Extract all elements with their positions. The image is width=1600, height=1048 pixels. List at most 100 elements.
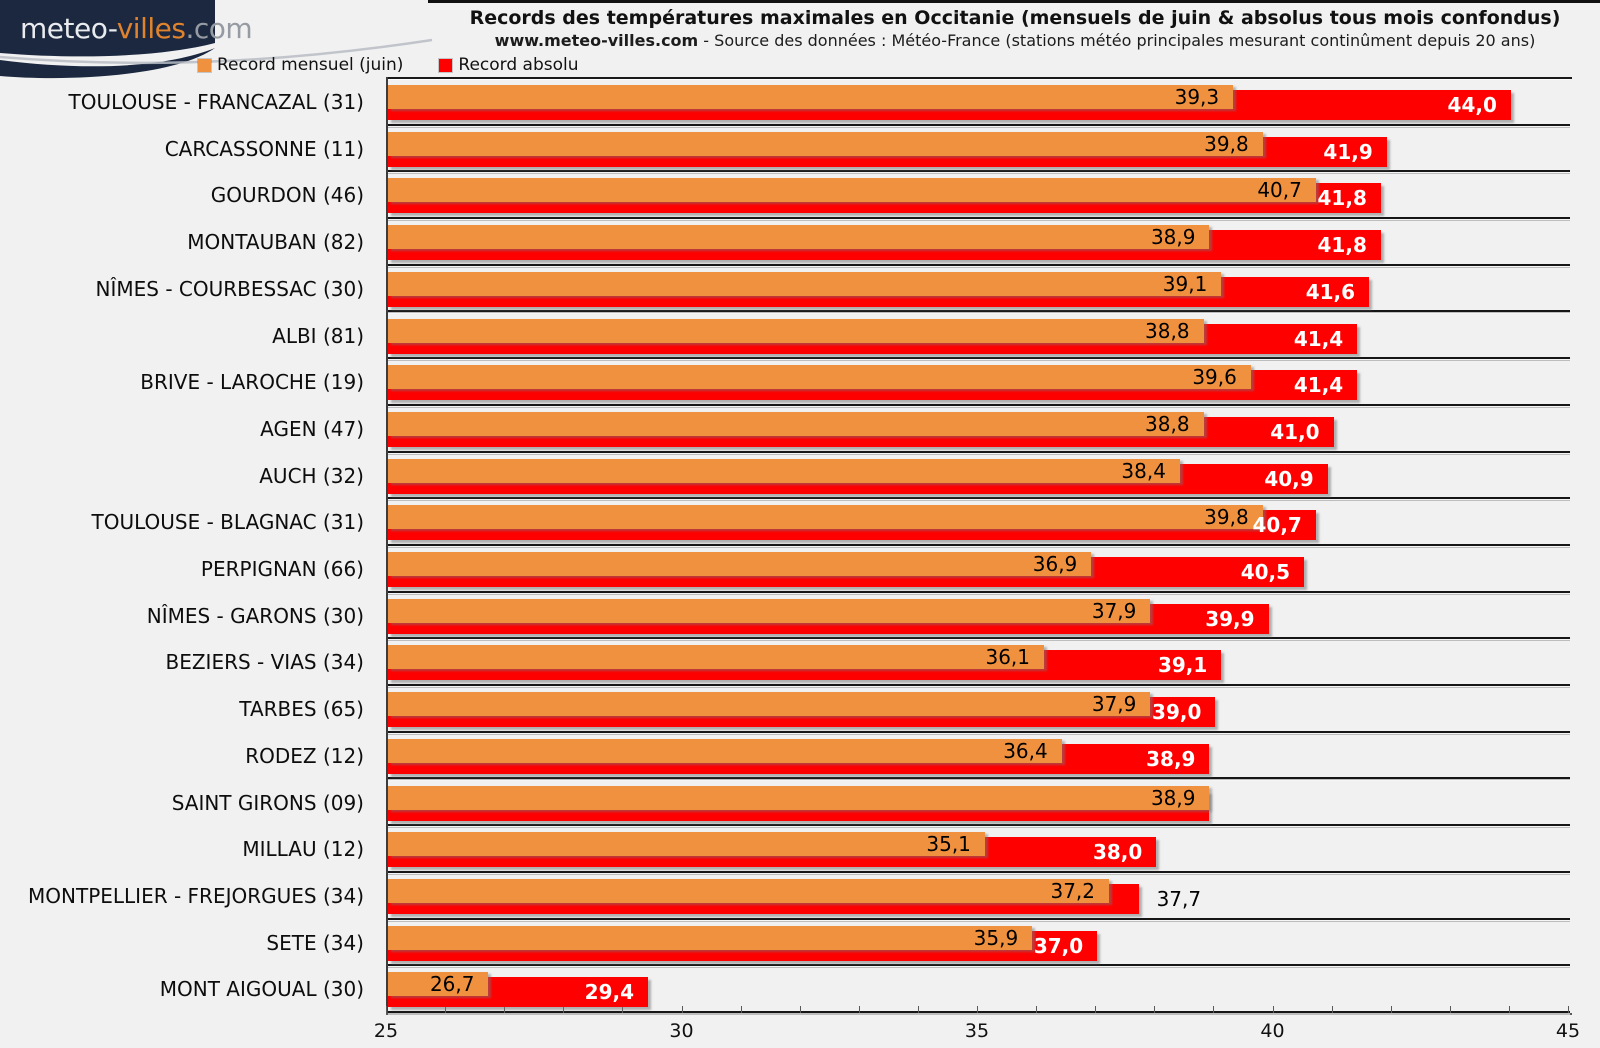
x-axis-tick-label: 25 xyxy=(373,1020,399,1042)
legend-label-record-absolu: Record absolu xyxy=(458,55,579,75)
logo-part1: meteo- xyxy=(20,12,117,45)
chart-row: 39,8 40,7 xyxy=(388,499,1570,546)
chart-row: 36,9 40,5 xyxy=(388,546,1570,593)
chart-row: 36,4 38,9 xyxy=(388,732,1570,780)
value-label-juin: 38,8 xyxy=(1145,318,1190,343)
value-label-juin: 39,8 xyxy=(1204,131,1249,156)
bar-record-mensuel-juin xyxy=(388,692,1151,717)
legend: Record mensuel (juin) Record absolu xyxy=(197,54,605,76)
chart-subtitle: www.meteo-villes.com - Source des donnée… xyxy=(440,31,1590,51)
bar-record-mensuel-juin xyxy=(388,85,1234,109)
value-label-juin: 38,4 xyxy=(1121,458,1166,483)
category-label: SETE (34) xyxy=(266,930,364,955)
category-label: TOULOUSE - BLAGNAC (31) xyxy=(91,510,365,535)
chart-row: 37,9 39,9 xyxy=(388,592,1570,640)
chart-row: 39,3 44,0 xyxy=(388,79,1570,126)
x-axis-tick-label: 35 xyxy=(964,1020,990,1042)
x-axis-tick xyxy=(858,1006,860,1013)
category-label: NÎMES - COURBESSAC (30) xyxy=(95,276,364,301)
value-label-juin: 26,7 xyxy=(429,972,475,997)
x-axis-tick-label: 45 xyxy=(1555,1020,1581,1042)
bar-record-mensuel-juin xyxy=(388,411,1204,436)
x-axis-tick xyxy=(504,1006,506,1013)
chart-row: 39,8 41,9 xyxy=(388,125,1570,173)
chart-row: 35,1 38,0 xyxy=(388,826,1570,873)
category-label: PERPIGNAN (66) xyxy=(200,557,364,581)
value-label-juin: 37,9 xyxy=(1091,598,1137,623)
category-label: TOULOUSE - FRANCAZAL (31) xyxy=(68,90,365,114)
value-label-juin: 39,1 xyxy=(1162,271,1208,296)
bar-record-mensuel-juin xyxy=(388,878,1110,903)
x-axis-tick xyxy=(445,1006,447,1013)
category-label: SAINT GIRONS (09) xyxy=(171,790,364,815)
x-axis-tick xyxy=(917,1006,919,1013)
bar-record-mensuel-juin xyxy=(388,925,1033,950)
x-axis-tick xyxy=(681,1006,683,1013)
bar-record-mensuel-juin xyxy=(388,738,1062,763)
x-axis-tick xyxy=(622,1006,624,1013)
chart-header: Records des températures maximales en Oc… xyxy=(440,6,1590,51)
x-axis-tick xyxy=(1449,1006,1451,1013)
subtitle-source: - Source des données : Météo-France (sta… xyxy=(698,31,1536,50)
bar-record-mensuel-juin xyxy=(388,598,1151,623)
value-label-absolu: 41,8 xyxy=(1317,233,1367,258)
value-label-absolu: 41,0 xyxy=(1270,419,1320,444)
bar-record-mensuel-juin xyxy=(388,505,1263,530)
logo-part3: .com xyxy=(185,12,252,45)
x-axis-tick xyxy=(386,1006,387,1013)
bar-record-mensuel-juin xyxy=(388,271,1222,296)
category-label: GOURDON (46) xyxy=(210,183,364,208)
chart-row: 39,1 41,6 xyxy=(388,265,1570,313)
x-axis-tick xyxy=(1036,1006,1038,1013)
chart-row: 38,4 40,9 xyxy=(388,452,1570,500)
x-axis-tick xyxy=(799,1006,801,1013)
category-label: ALBI (81) xyxy=(272,323,364,348)
value-label-juin: 36,9 xyxy=(1032,552,1078,576)
legend-label-record-mensuel: Record mensuel (juin) xyxy=(217,55,404,75)
value-label-absolu: 37,7 xyxy=(1156,886,1202,911)
svg-text:meteo-villes.com: meteo-villes.com xyxy=(20,12,252,45)
value-label-absolu: 40,7 xyxy=(1252,513,1302,538)
plot-top-border xyxy=(386,77,1572,79)
category-label: MONTPELLIER - FREJORGUES (34) xyxy=(28,883,364,908)
chart-row: 38,8 41,4 xyxy=(388,312,1570,360)
value-label-juin: 39,8 xyxy=(1204,505,1249,530)
value-label-absolu: 37,0 xyxy=(1033,933,1084,958)
category-label: MONTAUBAN (82) xyxy=(187,230,364,255)
x-axis-tick xyxy=(740,1006,742,1013)
value-label-absolu: 41,4 xyxy=(1293,373,1344,398)
legend-item-record-mensuel: Record mensuel (juin) xyxy=(197,55,404,75)
value-label-absolu: 39,0 xyxy=(1152,700,1202,725)
chart-row: 26,7 29,4 xyxy=(388,966,1570,1013)
bar-record-mensuel-juin xyxy=(388,131,1263,156)
x-axis-tick-label: 40 xyxy=(1260,1020,1285,1042)
value-label-absolu: 44,0 xyxy=(1447,93,1497,117)
chart-row: 38,8 41,0 xyxy=(388,405,1570,453)
value-label-absolu: 39,9 xyxy=(1205,606,1255,631)
chart-row: 35,9 37,0 xyxy=(388,919,1570,967)
value-label-absolu: 41,6 xyxy=(1305,279,1356,304)
legend-item-record-absolu: Record absolu xyxy=(438,55,579,75)
legend-swatch-red xyxy=(438,57,454,73)
legend-swatch-orange xyxy=(197,57,212,73)
x-axis-tick xyxy=(977,1006,978,1013)
value-label-juin: 38,9 xyxy=(1150,785,1196,810)
value-label-juin: 36,4 xyxy=(1003,738,1048,763)
value-label-absolu: 38,9 xyxy=(1146,746,1196,771)
value-label-absolu: 40,5 xyxy=(1240,560,1291,584)
bar-record-mensuel-juin xyxy=(388,365,1251,390)
x-axis-tick xyxy=(1272,1006,1274,1013)
bar-record-mensuel-juin xyxy=(388,785,1210,810)
x-axis-tick xyxy=(1331,1006,1333,1013)
bar-record-mensuel-juin xyxy=(388,972,489,997)
value-label-juin: 35,1 xyxy=(926,832,971,857)
chart-row: 37,2 37,7 xyxy=(388,872,1570,920)
category-label: AUCH (32) xyxy=(259,463,364,488)
category-label: CARCASSONNE (11) xyxy=(164,136,364,161)
x-axis-tick-label: 30 xyxy=(669,1020,694,1042)
value-label-juin: 38,8 xyxy=(1145,411,1190,436)
x-axis-tick xyxy=(563,1006,565,1013)
category-label: MILLAU (12) xyxy=(242,837,364,862)
chart-row: 38,9 xyxy=(388,779,1570,827)
value-label-juin: 37,2 xyxy=(1050,878,1096,903)
